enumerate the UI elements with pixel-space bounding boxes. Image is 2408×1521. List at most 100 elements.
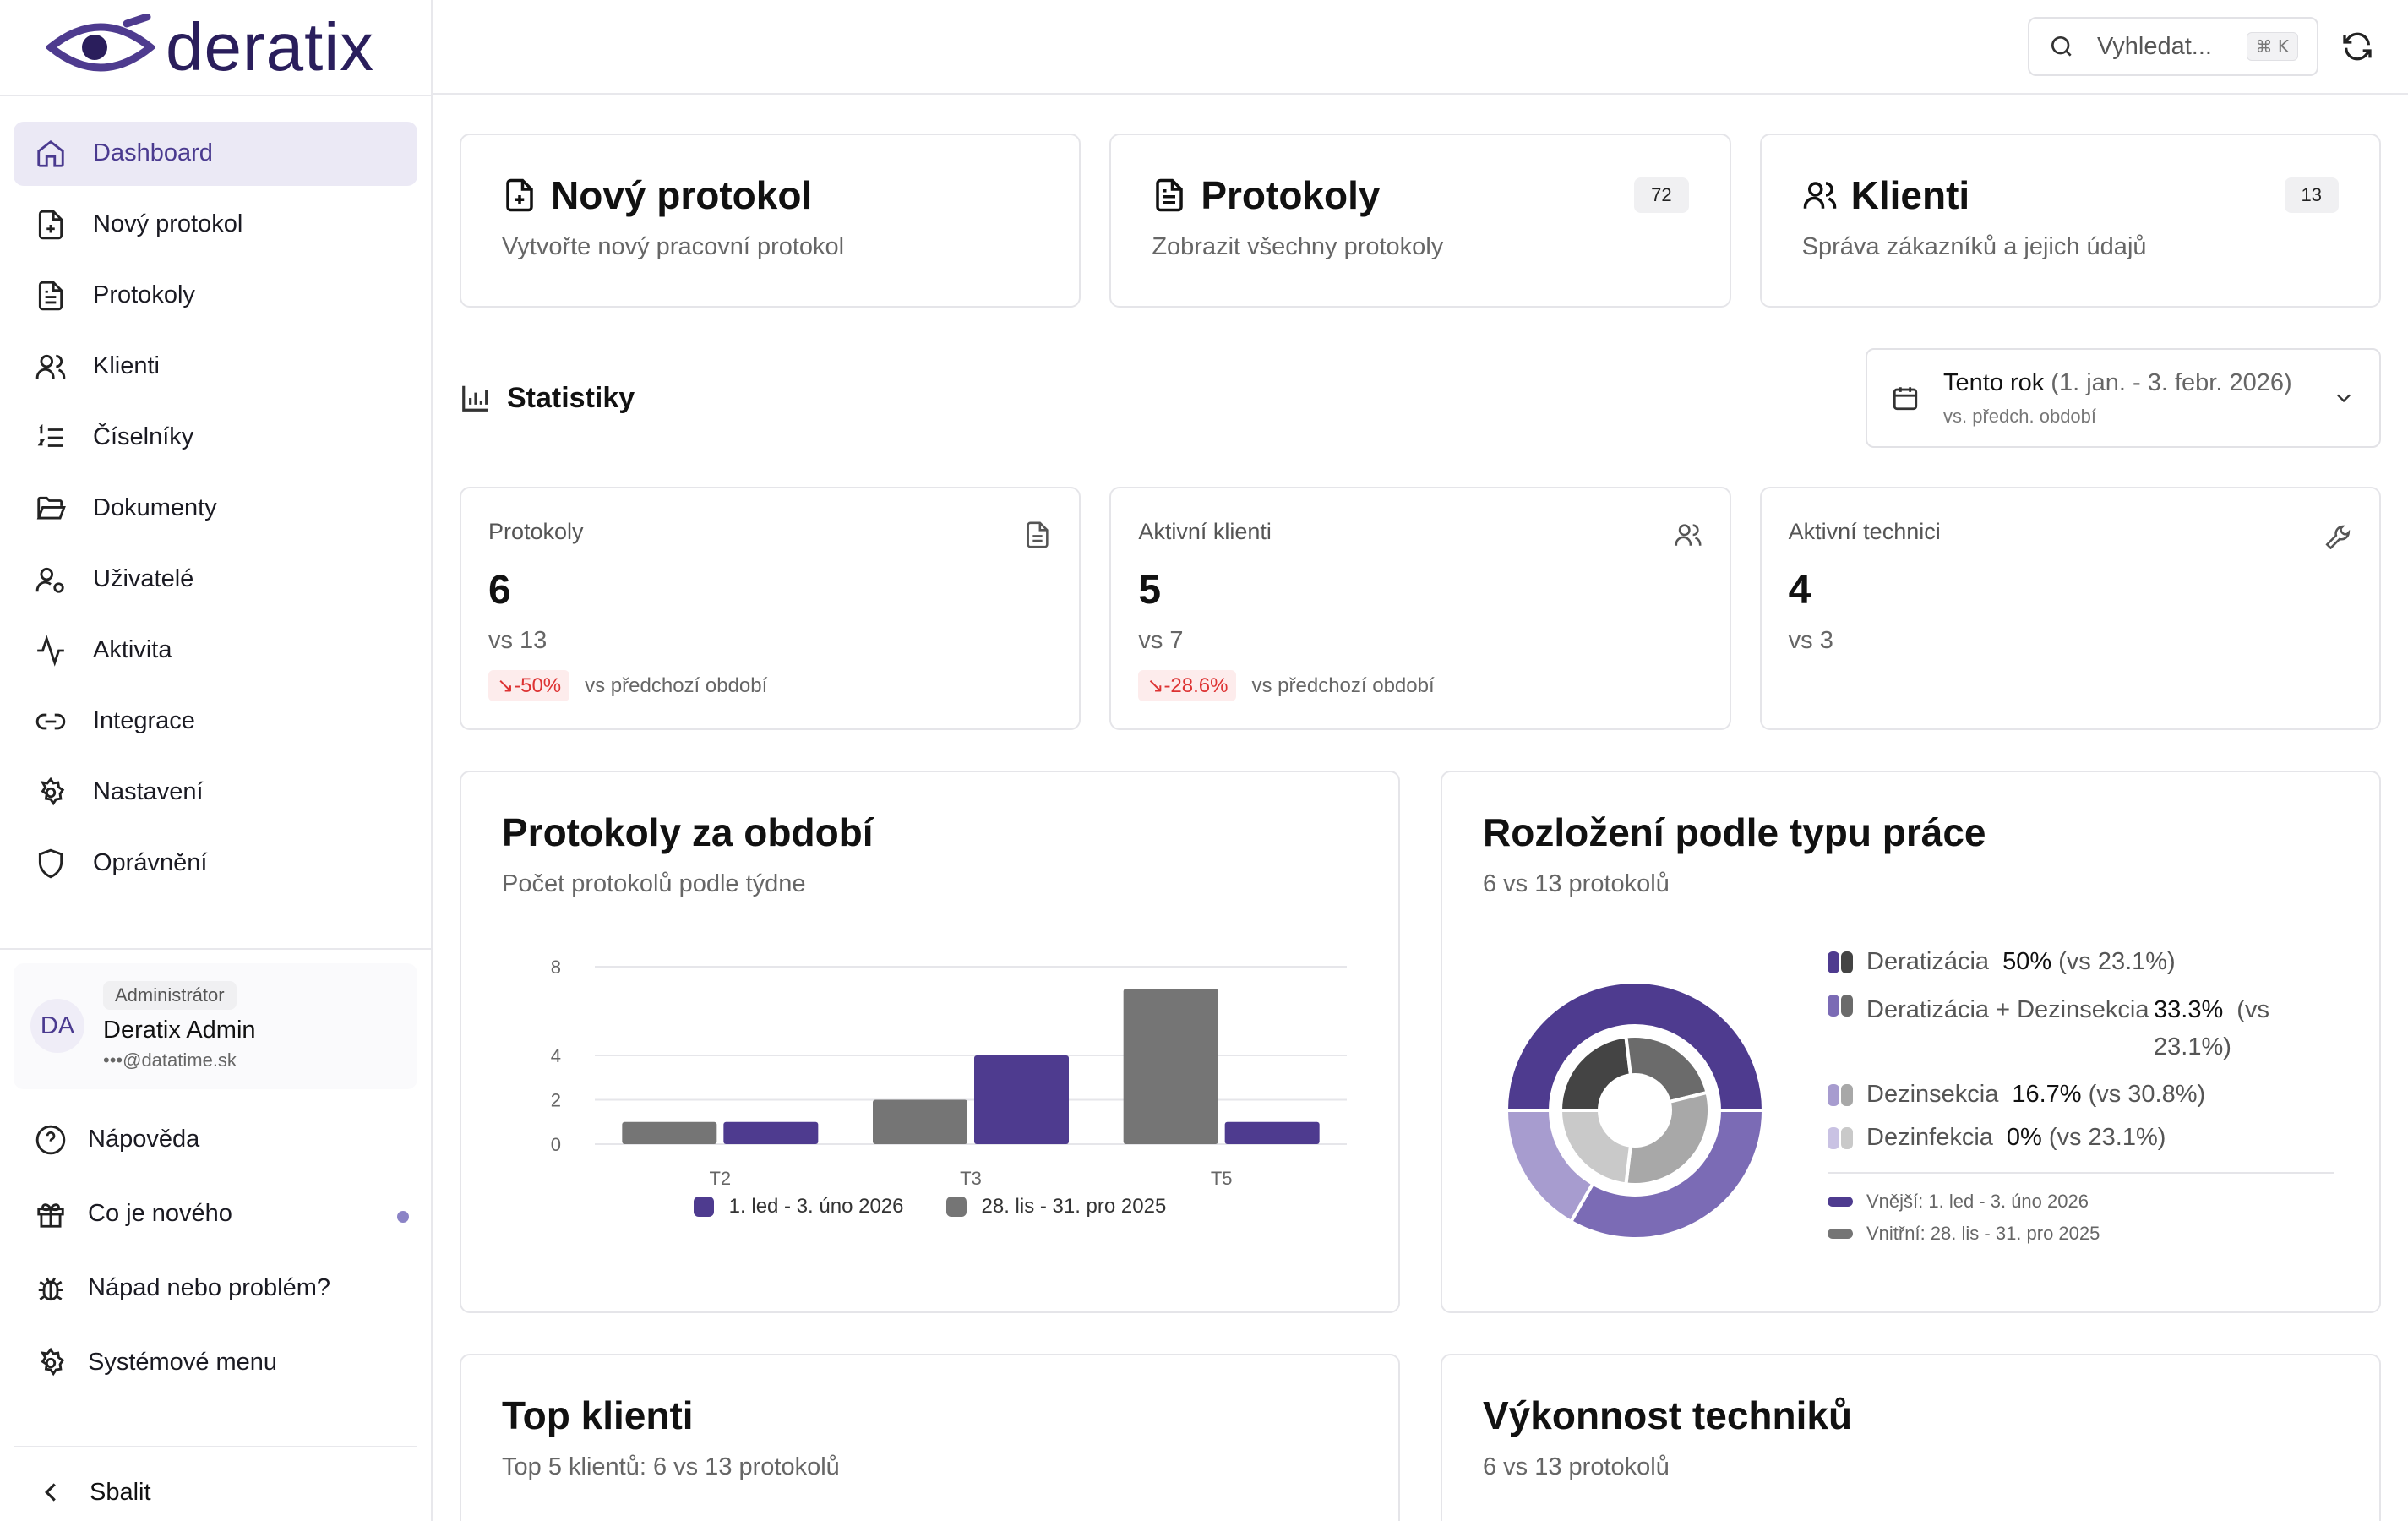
sidebar-divider: [0, 947, 431, 950]
quick-card-title: Nový protokol: [502, 172, 1038, 218]
gift-icon: [34, 1197, 68, 1231]
system-menu-button[interactable]: Systémové menu: [14, 1326, 417, 1400]
sidebar-item-integrations[interactable]: Integrace: [14, 690, 417, 754]
kpi-value: 6: [488, 568, 511, 613]
pie-value-box: 33.3% (vs 23.1%): [2154, 991, 2314, 1066]
inner-ring-slice[interactable]: [1558, 1034, 1633, 1112]
period-select[interactable]: Tento rok (1. jan. - 3. febr. 2026) vs. p…: [1866, 348, 2381, 448]
kpi-active-technicians: Aktivní technici 4 vs 3: [1759, 487, 2381, 730]
system-menu-label: Systémové menu: [88, 1349, 278, 1377]
logo-text: deratix: [166, 8, 375, 84]
inner-ring-slice[interactable]: [1624, 1034, 1709, 1104]
sidebar-item-label: Uživatelé: [93, 565, 194, 593]
search-icon: [2051, 36, 2072, 57]
pie-value: 16.7%: [2012, 1081, 2082, 1108]
delta-text: vs předchozí období: [1251, 673, 1435, 697]
legend-swatch: [945, 1197, 967, 1217]
activity-icon: [34, 634, 68, 668]
search-input[interactable]: Vyhledat... ⌘ K: [2028, 17, 2318, 76]
kpi-active-clients: Aktivní klienti 5 vs 7 ↘-28.6% vs předch…: [1109, 487, 1731, 730]
main-content: Vyhledat... ⌘ K Nový protokol Vytvořte n…: [433, 0, 2408, 1521]
users-icon: [1675, 524, 1702, 546]
sidebar-item-new-protocol[interactable]: Nový protokol: [14, 193, 417, 257]
quick-card-subtitle: Vytvořte nový pracovní protokol: [502, 233, 845, 260]
whats-new-label: Co je nového: [88, 1200, 232, 1228]
inner-ring-slice[interactable]: [1558, 1109, 1633, 1186]
bottom-nav: Nápověda Co je nového Nápad nebo problém…: [0, 1089, 431, 1400]
user-card[interactable]: DA Administrátor Deratix Admin •••@datat…: [14, 962, 417, 1089]
kpi-compare: vs 7: [1138, 627, 1184, 654]
quick-card-clients[interactable]: Klienti Správa zákazníků a jejich údajů …: [1759, 134, 2381, 308]
sidebar-item-protocols[interactable]: Protokoly: [14, 264, 417, 328]
folder-open-icon: [34, 492, 68, 526]
sidebar-item-users[interactable]: Uživatelé: [14, 548, 417, 612]
pie-category: Deratizácia + Dezinsekcia: [1866, 996, 2149, 1023]
legend-label: 1. led - 3. úno 2026: [728, 1195, 904, 1218]
legend-swatch: [1828, 1127, 1853, 1149]
stats-title: Statistiky: [460, 382, 635, 415]
sidebar-item-permissions[interactable]: Oprávnění: [14, 831, 417, 896]
legend-item-previous: 28. lis - 31. pro 2025: [945, 1195, 1166, 1218]
user-name: Deratix Admin: [103, 1016, 256, 1044]
help-button[interactable]: Nápověda: [14, 1103, 417, 1177]
legend-swatch: [1828, 951, 1853, 973]
kpi-cards: Protokoly 6 vs 13 ↘-50% vs předchozí obd…: [460, 487, 2381, 730]
bar[interactable]: [873, 1099, 967, 1145]
inner-ring-label: Vnitřní: 28. lis - 31. pro 2025: [1866, 1223, 2100, 1244]
kpi-label: Aktivní klienti: [1138, 519, 1272, 544]
sidebar-item-label: Číselníky: [93, 423, 194, 451]
count-badge: 72: [1634, 177, 1689, 213]
bar-chart: 0 2 4 8 T2 T3 T5: [551, 957, 1347, 1189]
bar[interactable]: [1224, 1121, 1320, 1144]
wrench-icon: [2325, 525, 2351, 549]
users-icon: [1803, 182, 1836, 209]
sidebar: deratix Dashboard Nový protokol Protokol…: [0, 0, 433, 1521]
card-subtitle: Top 5 klientů: 6 vs 13 protokolů: [502, 1453, 840, 1480]
sidebar-item-documents[interactable]: Dokumenty: [14, 477, 417, 541]
quick-card-protocols[interactable]: Protokoly Zobrazit všechny protokoly 72: [1109, 134, 1731, 308]
help-label: Nápověda: [88, 1126, 200, 1153]
delta-text: vs předchozí období: [585, 673, 768, 697]
sidebar-item-settings[interactable]: Nastavení: [14, 760, 417, 825]
x-tick-label: T5: [1211, 1168, 1233, 1189]
sidebar-item-activity[interactable]: Aktivita: [14, 619, 417, 683]
quick-card-new-protocol[interactable]: Nový protokol Vytvořte nový pracovní pro…: [460, 134, 1081, 308]
sidebar-item-clients[interactable]: Klienti: [14, 335, 417, 399]
sidebar-item-dashboard[interactable]: Dashboard: [14, 121, 417, 186]
x-tick-label: T2: [709, 1168, 731, 1189]
gear-icon: [34, 1346, 68, 1380]
bar[interactable]: [974, 1055, 1069, 1144]
quick-card-subtitle: Zobrazit všechny protokoly: [1152, 233, 1444, 260]
bar[interactable]: [1123, 989, 1218, 1144]
whats-new-button[interactable]: Co je nového: [14, 1177, 417, 1251]
outer-ring-slice[interactable]: [1568, 1109, 1766, 1240]
quick-actions: Nový protokol Vytvořte nový pracovní pro…: [460, 134, 2381, 308]
delta-value: -28.6%: [1163, 674, 1229, 697]
bar[interactable]: [622, 1121, 717, 1144]
quick-card-title: Klienti: [1802, 172, 2339, 218]
outer-ring-slice[interactable]: [1504, 1109, 1595, 1224]
sidebar-item-label: Oprávnění: [93, 849, 208, 877]
pie-value: 50%: [2002, 948, 2052, 975]
feedback-button[interactable]: Nápad nebo problém?: [14, 1251, 417, 1326]
kpi-value: 4: [1788, 568, 1811, 613]
collapse-button[interactable]: Sbalit: [0, 1464, 431, 1521]
inner-ring-slice[interactable]: [1624, 1090, 1711, 1186]
role-badge: Administrátor: [103, 980, 237, 1010]
kpi-label: Aktivní technici: [1788, 519, 1941, 544]
delta-badge: ↘-28.6%: [1138, 670, 1237, 701]
bar-legend: 1. led - 3. úno 2026 28. lis - 31. pro 2…: [461, 1195, 1398, 1218]
bar[interactable]: [723, 1121, 819, 1144]
user-info: Administrátor Deratix Admin •••@datatime…: [103, 980, 256, 1071]
pie-legend-row: Deratizácia + Dezinsekcia 33.3% (vs 23.1…: [1828, 991, 2334, 1066]
sidebar-item-codelists[interactable]: Číselníky: [14, 406, 417, 470]
outer-ring-slice[interactable]: [1504, 980, 1766, 1112]
file-text-icon: [1156, 178, 1184, 212]
top-clients-card: Top klienti Top 5 klientů: 6 vs 13 proto…: [460, 1354, 1400, 1521]
card-subtitle: 6 vs 13 protokolů: [1483, 1453, 1670, 1480]
period-text: Tento rok (1. jan. - 3. febr. 2026) vs. p…: [1943, 369, 2292, 428]
logo[interactable]: deratix: [0, 0, 431, 96]
refresh-icon[interactable]: [2340, 30, 2374, 63]
kpi-label: Protokoly: [488, 519, 584, 544]
bar-chart-icon: [462, 385, 488, 412]
